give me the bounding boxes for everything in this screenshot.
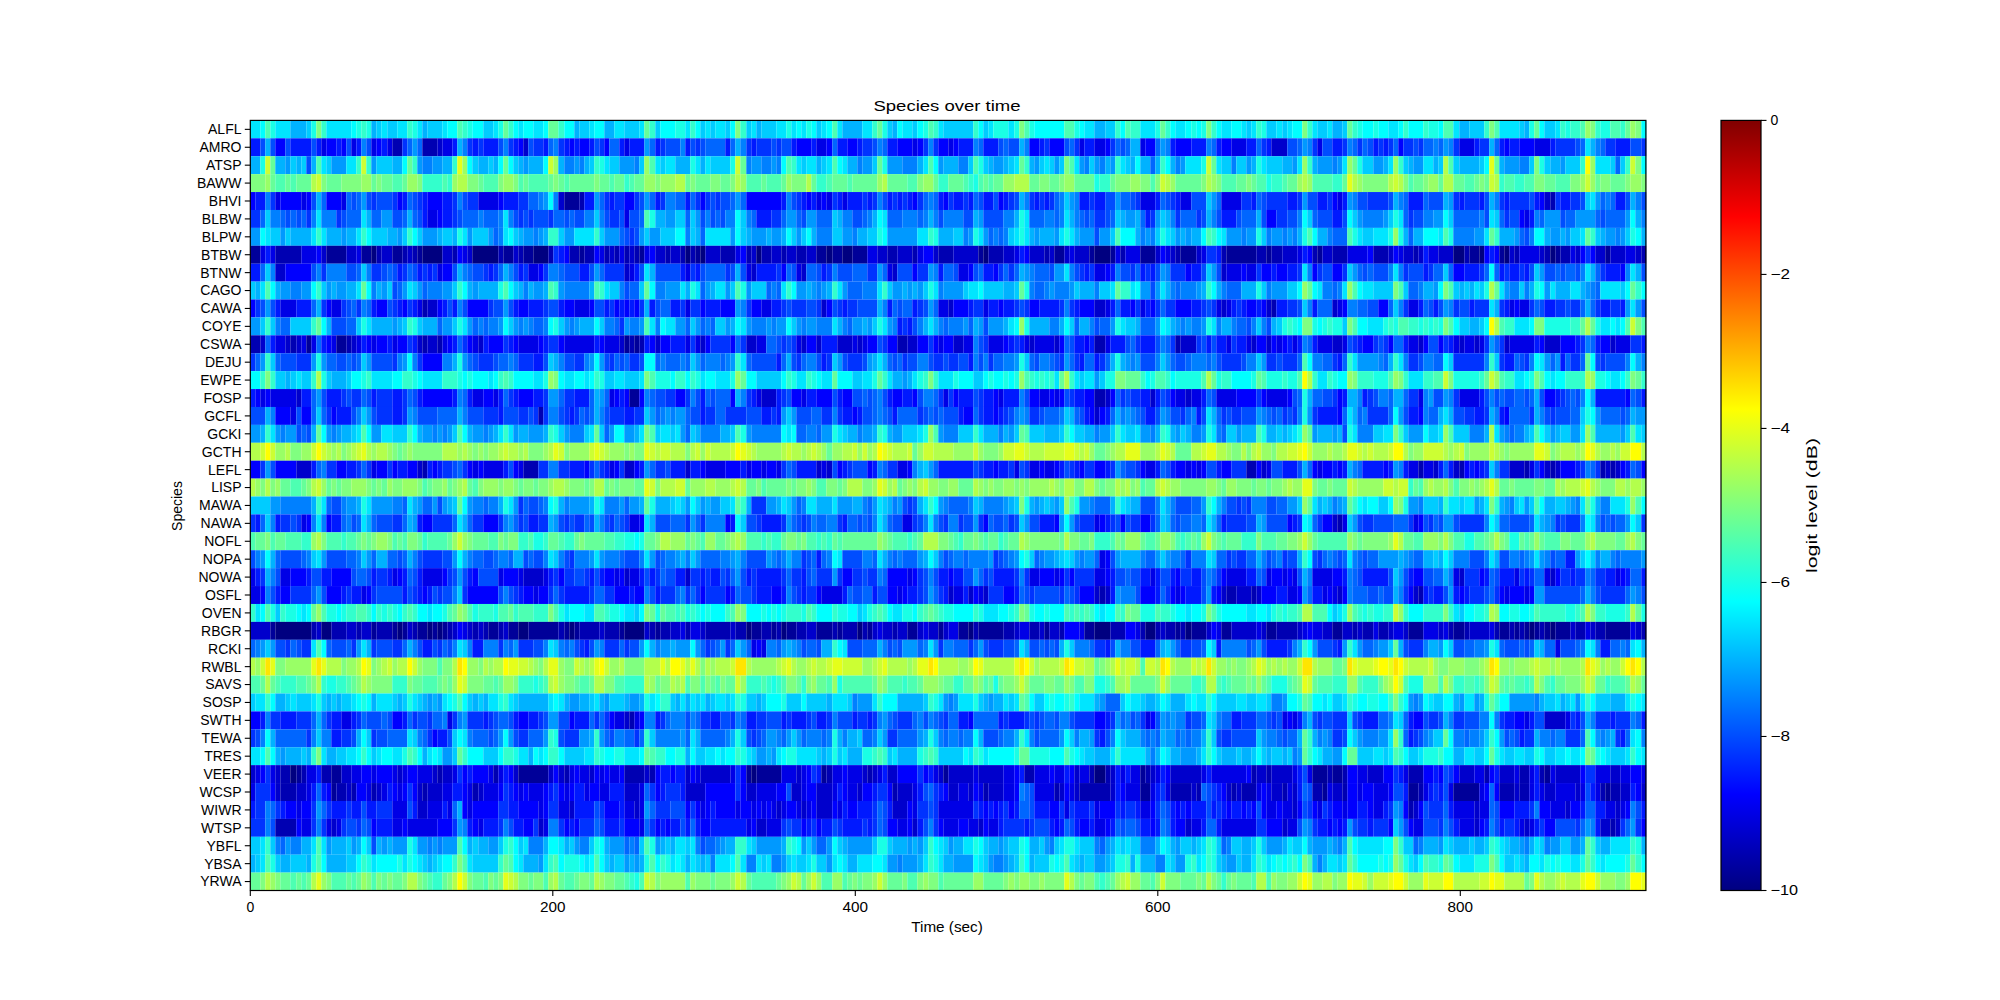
svg-text:FOSP: FOSP — [203, 390, 241, 406]
svg-text:DEJU: DEJU — [205, 354, 242, 370]
svg-text:BTBW: BTBW — [201, 247, 242, 263]
svg-text:OSFL: OSFL — [205, 587, 242, 603]
svg-text:RBGR: RBGR — [201, 623, 241, 639]
svg-text:logit level (dB): logit level (dB) — [1804, 438, 1820, 573]
svg-text:SWTH: SWTH — [200, 712, 241, 728]
svg-text:GCTH: GCTH — [202, 444, 242, 460]
svg-text:SAVS: SAVS — [205, 676, 241, 692]
svg-text:RWBL: RWBL — [201, 659, 241, 675]
svg-text:Time (sec): Time (sec) — [911, 919, 983, 935]
svg-text:Species over time: Species over time — [874, 98, 1021, 114]
svg-text:EWPE: EWPE — [200, 372, 241, 388]
svg-text:400: 400 — [843, 899, 869, 915]
svg-text:800: 800 — [1448, 899, 1474, 915]
svg-text:NOWA: NOWA — [198, 569, 242, 585]
svg-text:WCSP: WCSP — [200, 784, 242, 800]
svg-text:NOFL: NOFL — [204, 533, 242, 549]
svg-text:BAWW: BAWW — [197, 175, 242, 191]
svg-text:WIWR: WIWR — [201, 802, 241, 818]
svg-text:−6: −6 — [1771, 574, 1791, 590]
svg-text:SOSP: SOSP — [203, 694, 242, 710]
svg-text:600: 600 — [1145, 899, 1171, 915]
svg-text:ALFL: ALFL — [208, 121, 242, 137]
svg-text:0: 0 — [246, 899, 254, 915]
svg-text:200: 200 — [540, 899, 566, 915]
svg-text:MAWA: MAWA — [199, 497, 242, 513]
svg-text:−4: −4 — [1771, 420, 1791, 436]
svg-text:GCFL: GCFL — [204, 408, 242, 424]
svg-text:YBFL: YBFL — [206, 838, 241, 854]
svg-text:CAGO: CAGO — [200, 282, 241, 298]
svg-text:NAWA: NAWA — [201, 515, 243, 531]
svg-text:CAWA: CAWA — [201, 300, 243, 316]
svg-text:TEWA: TEWA — [202, 730, 243, 746]
svg-text:ATSP: ATSP — [206, 157, 242, 173]
svg-text:0: 0 — [1771, 112, 1779, 128]
svg-text:TRES: TRES — [204, 748, 241, 764]
svg-text:Species: Species — [169, 481, 185, 531]
svg-text:LEFL: LEFL — [208, 462, 242, 478]
svg-text:BTNW: BTNW — [200, 265, 242, 281]
svg-text:COYE: COYE — [202, 318, 242, 334]
svg-text:BLBW: BLBW — [202, 211, 242, 227]
svg-text:RCKI: RCKI — [208, 641, 241, 657]
svg-text:−2: −2 — [1771, 266, 1791, 282]
svg-text:−8: −8 — [1771, 728, 1791, 744]
svg-text:VEER: VEER — [203, 766, 241, 782]
svg-text:BHVI: BHVI — [209, 193, 242, 209]
svg-text:GCKI: GCKI — [207, 426, 241, 442]
svg-text:CSWA: CSWA — [200, 336, 242, 352]
svg-text:WTSP: WTSP — [201, 820, 241, 836]
svg-text:BLPW: BLPW — [202, 229, 242, 245]
svg-text:YBSA: YBSA — [204, 856, 242, 872]
svg-text:OVEN: OVEN — [202, 605, 242, 621]
svg-text:AMRO: AMRO — [200, 139, 242, 155]
svg-text:LISP: LISP — [211, 479, 241, 495]
svg-text:NOPA: NOPA — [203, 551, 242, 567]
svg-text:−10: −10 — [1771, 882, 1799, 898]
svg-text:YRWA: YRWA — [200, 873, 242, 889]
